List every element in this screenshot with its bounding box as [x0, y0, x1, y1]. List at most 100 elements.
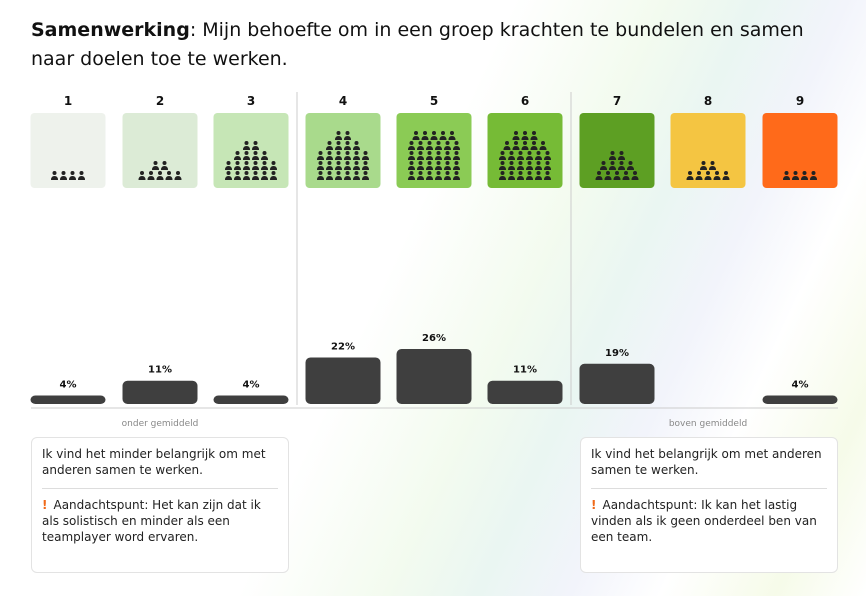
icon	[426, 166, 433, 170]
icon	[500, 151, 505, 155]
icon	[345, 161, 350, 165]
icon	[595, 176, 603, 180]
icon	[706, 171, 710, 175]
note: Ik vind het belangrijk om met anderen sa…	[580, 437, 838, 573]
icon	[499, 176, 506, 180]
icon	[270, 166, 277, 170]
icon	[336, 131, 341, 135]
icon	[327, 141, 332, 145]
icon	[527, 171, 532, 175]
icon	[454, 161, 459, 165]
icon	[418, 141, 423, 145]
tile	[305, 113, 381, 188]
icon	[162, 161, 167, 165]
icon	[509, 171, 514, 175]
icon	[412, 136, 420, 140]
icon	[271, 161, 276, 165]
icon	[326, 156, 333, 160]
icon	[235, 171, 240, 175]
icon	[622, 176, 630, 180]
icon	[544, 166, 551, 170]
icon	[149, 171, 153, 175]
category-label: 7	[613, 94, 621, 108]
icon	[335, 156, 342, 160]
icon	[317, 156, 324, 160]
icon	[688, 171, 692, 175]
icon	[503, 146, 511, 150]
icon	[152, 166, 159, 170]
icon	[430, 136, 438, 140]
icon	[417, 166, 424, 170]
icon	[156, 176, 164, 180]
tile	[487, 113, 563, 188]
icon	[499, 166, 506, 170]
icon	[545, 151, 550, 155]
icon	[710, 161, 715, 165]
icon	[336, 171, 341, 175]
icon	[344, 176, 351, 180]
icon	[427, 141, 432, 145]
icon	[514, 131, 518, 135]
icon	[454, 151, 459, 155]
icon	[445, 141, 450, 145]
bar	[762, 395, 838, 404]
icon	[535, 156, 542, 160]
icon	[541, 141, 545, 145]
icon	[436, 171, 441, 175]
icon	[353, 156, 360, 160]
icon	[523, 141, 527, 145]
icon	[234, 166, 241, 170]
icon	[335, 176, 342, 180]
icon	[363, 161, 368, 165]
icon	[536, 171, 541, 175]
bar	[305, 357, 381, 404]
icon	[810, 176, 817, 180]
icon	[138, 176, 146, 180]
group-label: onder gemiddeld	[122, 419, 199, 429]
icon	[253, 151, 258, 155]
icon	[243, 166, 250, 170]
icon	[345, 151, 350, 155]
icon	[317, 176, 324, 180]
icon	[601, 161, 606, 165]
icon	[426, 146, 433, 150]
icon	[709, 166, 716, 170]
icon	[527, 161, 532, 165]
icon	[363, 171, 368, 175]
icon	[704, 176, 712, 180]
note-text: Ik vind het minder belangrijk om met and…	[42, 447, 266, 477]
icon	[624, 171, 628, 175]
icon	[409, 171, 414, 175]
icon	[536, 161, 541, 165]
bar	[122, 380, 198, 404]
icon	[435, 156, 442, 160]
icon	[243, 176, 250, 180]
icon	[427, 161, 432, 165]
group-label: boven gemiddeld	[669, 419, 747, 429]
icon	[435, 176, 442, 180]
icon	[362, 176, 369, 180]
icon	[539, 146, 547, 150]
icon	[436, 141, 441, 145]
category-label: 3	[247, 94, 255, 108]
icon	[450, 131, 454, 135]
icon	[713, 176, 721, 180]
icon	[627, 166, 634, 170]
icon	[336, 151, 341, 155]
icon	[167, 171, 171, 175]
icon	[604, 176, 612, 180]
tile	[396, 113, 472, 188]
icon	[421, 136, 429, 140]
icon	[409, 151, 414, 155]
icon	[408, 156, 415, 160]
icon	[444, 166, 451, 170]
icon	[633, 171, 637, 175]
icon	[628, 161, 633, 165]
value-label: 4%	[60, 380, 77, 391]
icon	[176, 171, 180, 175]
icon	[631, 176, 639, 180]
icon	[545, 161, 550, 165]
icon	[51, 176, 58, 180]
icon	[52, 171, 57, 175]
